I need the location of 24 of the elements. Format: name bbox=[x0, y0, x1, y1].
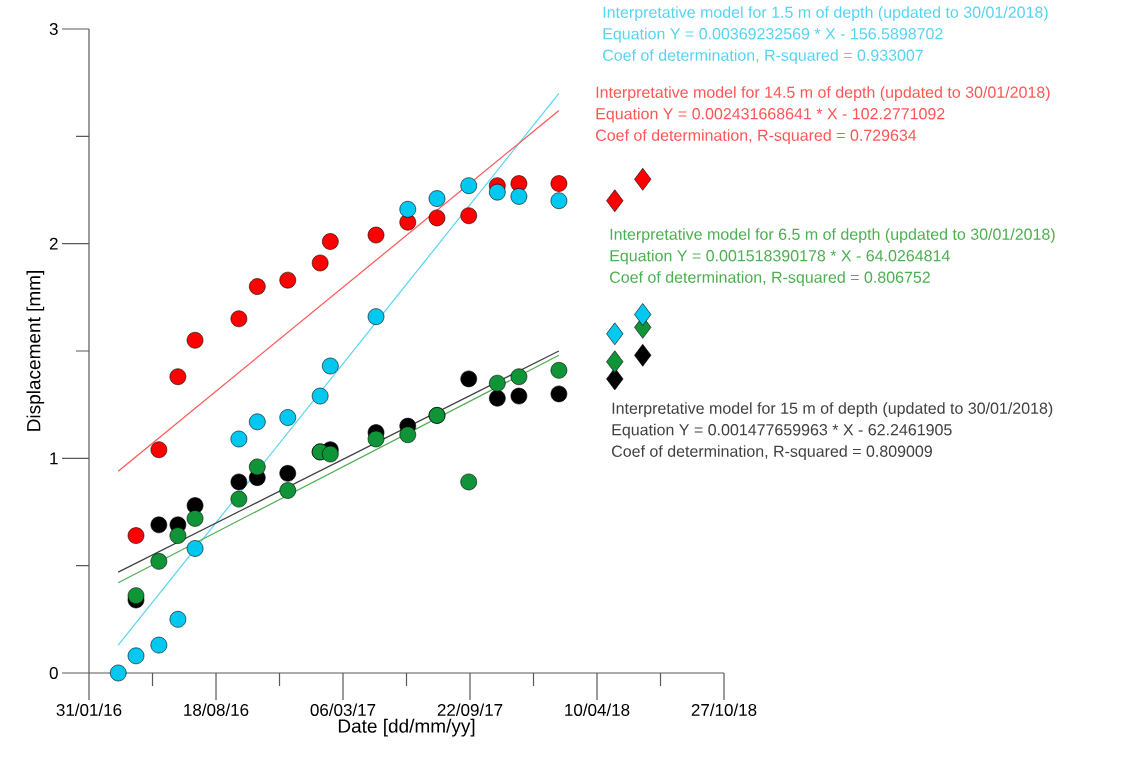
annotation: Coef of determination, R-squared = 0.806752 bbox=[610, 271, 930, 287]
y-tick-label: 1 bbox=[50, 452, 58, 465]
y-axis-title: Displacement [mm] bbox=[26, 271, 45, 431]
y-tick-label: 0 bbox=[49, 666, 58, 680]
x-tick-label: 31/01/16 bbox=[56, 703, 122, 716]
text: Interpretative model for 15 m of depth (updated to 30/01/2018) bbox=[612, 402, 1053, 418]
y-tick-label: 3 bbox=[49, 22, 58, 36]
text: Interpretative model for 6.5 m of depth (updated to 30/01/2018) bbox=[610, 228, 1055, 244]
text: Interpretative model for 1.5 m of depth (updated to 30/01/2018) bbox=[603, 6, 1048, 22]
x-axis-title: Date [dd/mm/yy] bbox=[338, 718, 475, 737]
annotation: Equation Y = 0.002431668641 * X - 102.2771092 bbox=[596, 107, 945, 123]
annotation: Coef of determination, R-squared = 0.933007 bbox=[603, 49, 923, 65]
annotation: Equation Y = 0.001477659963 * X - 62.2461905 bbox=[612, 423, 952, 439]
x-tick-label: 06/03/17 bbox=[310, 703, 376, 716]
annotation: Equation Y = 0.00369232569 * X - 156.5898702 bbox=[603, 27, 943, 43]
text: Interpretative model for 14.5 m of depth (updated to 30/01/2018) bbox=[596, 86, 1050, 102]
x-tick-label: 10/04/18 bbox=[565, 703, 630, 716]
annotation: Equation Y = 0.001518390178 * X - 64.0264814 bbox=[610, 249, 950, 265]
annotation: Coef of determination, R-squared = 0.729634 bbox=[596, 129, 917, 145]
annotation: Coef of determination, R-squared = 0.809009 bbox=[612, 445, 932, 461]
x-tick-label: 27/10/18 bbox=[691, 703, 757, 716]
x-tick-label: 18/08/16 bbox=[184, 703, 249, 716]
x-tick-label: 22/09/17 bbox=[437, 703, 503, 716]
y-tick-label: 2 bbox=[49, 237, 58, 250]
